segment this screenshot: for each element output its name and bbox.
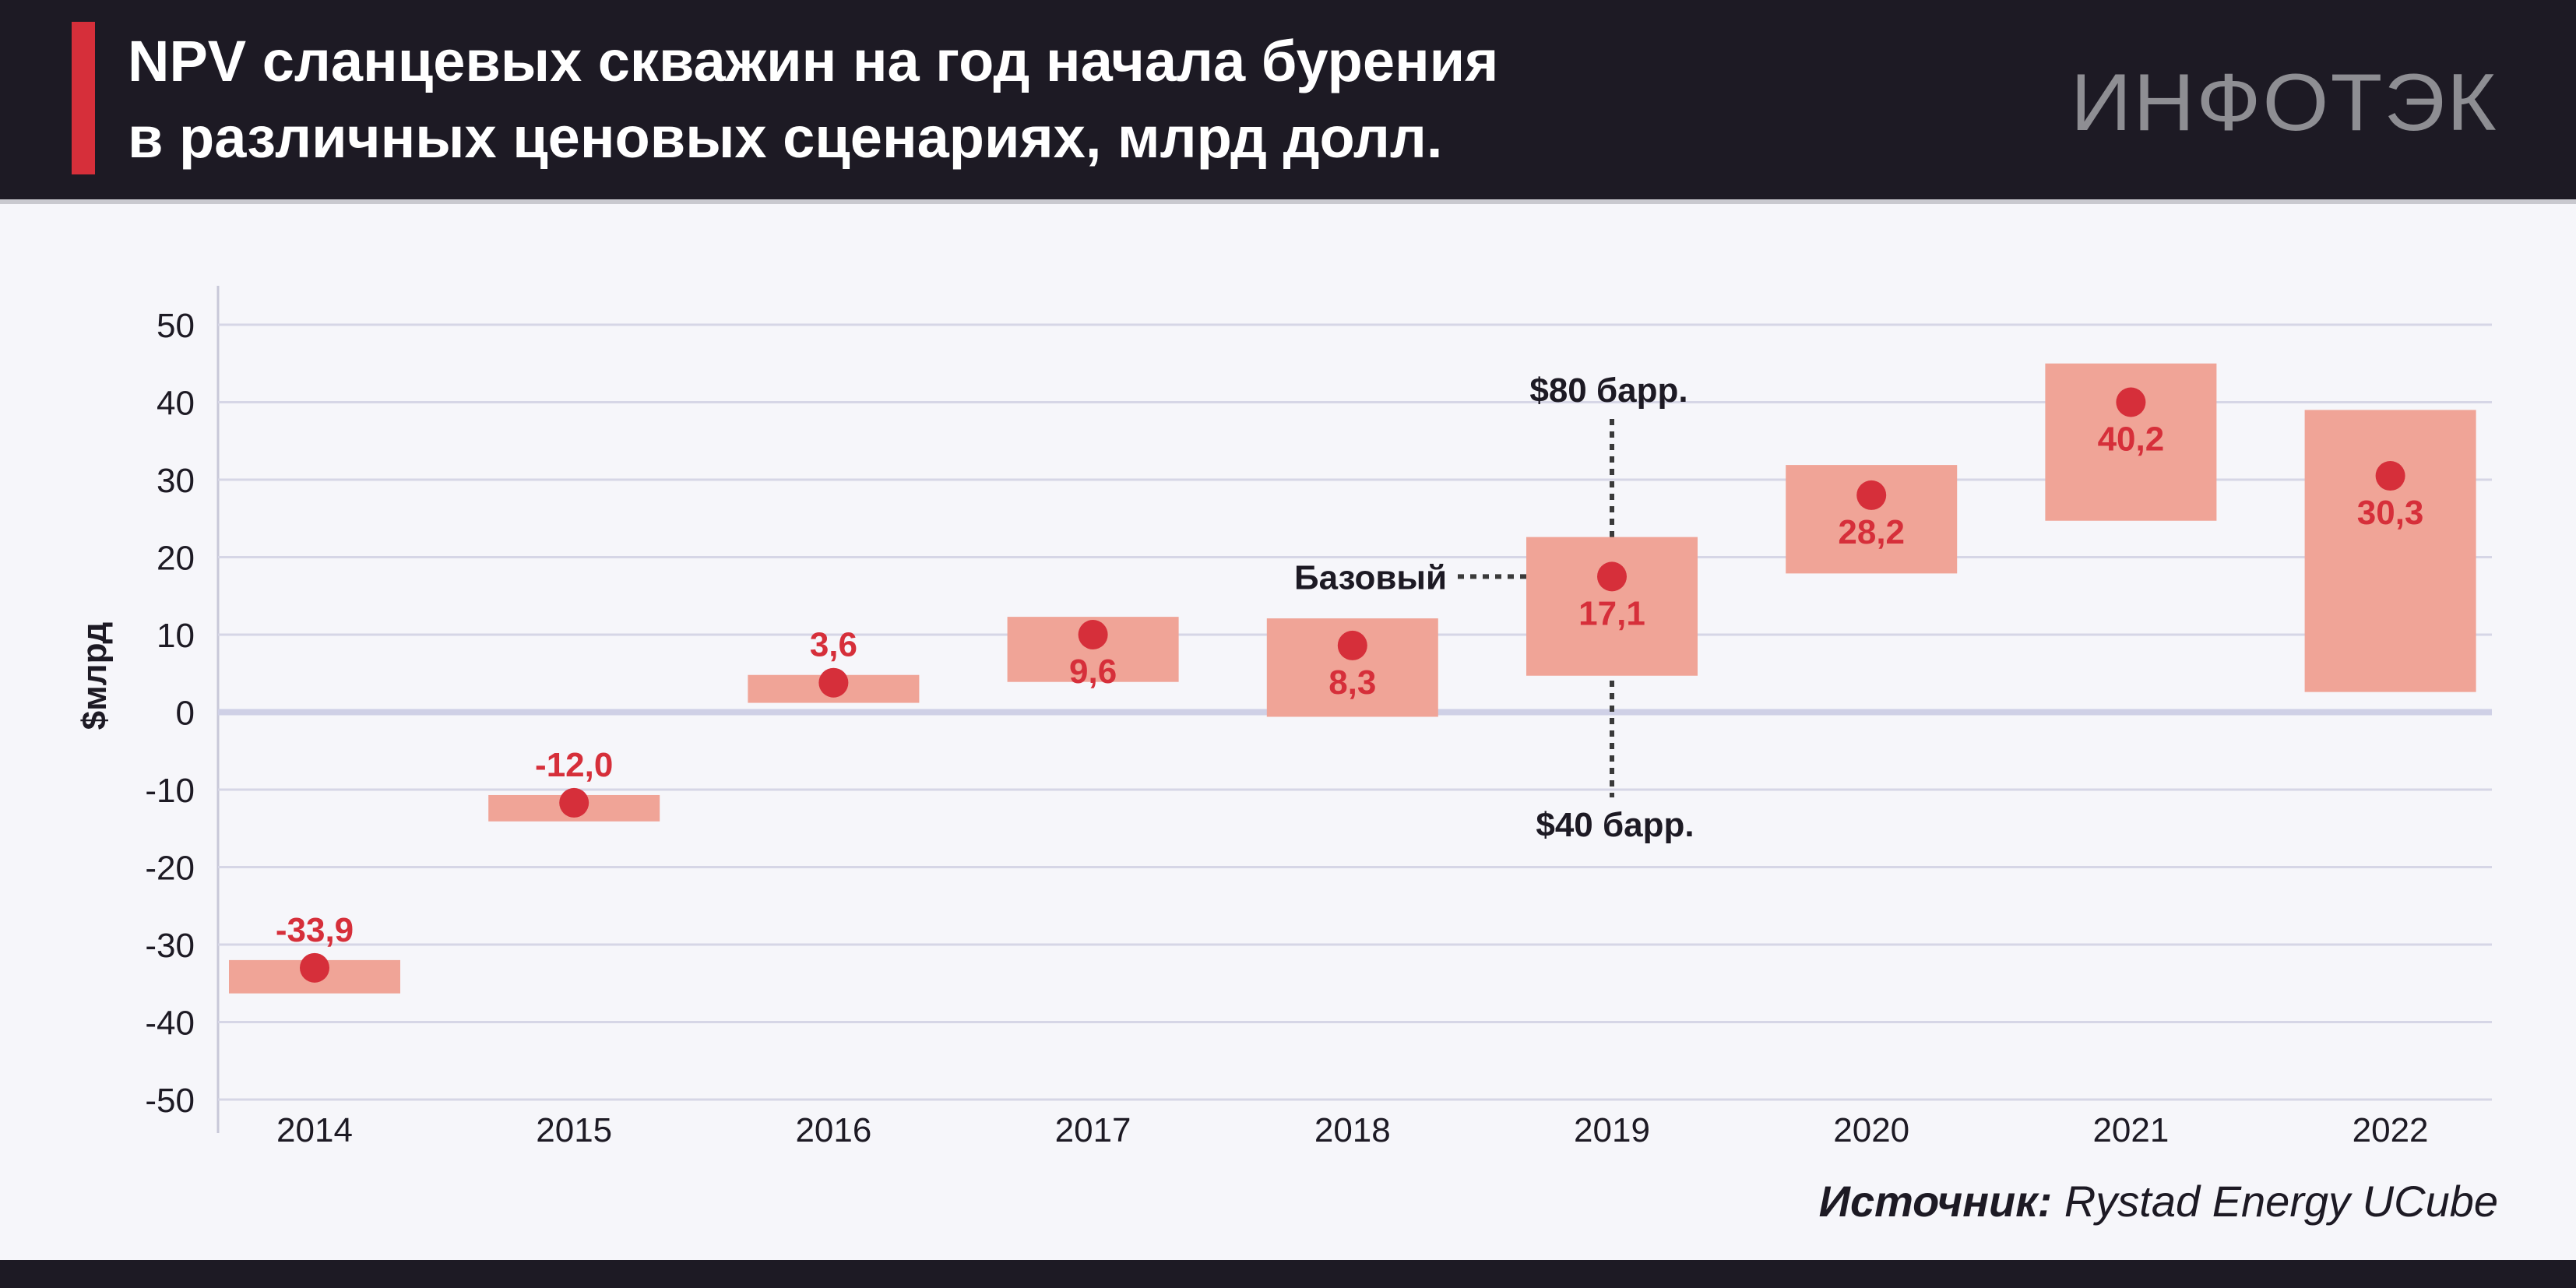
x-tick-label: 2021 xyxy=(2092,1111,2169,1149)
data-label: 28,2 xyxy=(1838,513,1905,551)
base-point xyxy=(2375,461,2405,491)
base-point xyxy=(818,667,849,698)
y-tick-label: 10 xyxy=(157,617,195,655)
y-tick-label: 0 xyxy=(176,695,195,733)
base-point xyxy=(1078,620,1108,649)
annotation-base-label: Базовый xyxy=(1294,558,1447,596)
x-tick-label: 2016 xyxy=(795,1111,871,1149)
data-label: 40,2 xyxy=(2098,421,2165,459)
base-point xyxy=(300,952,329,983)
y-tick-label: -10 xyxy=(145,772,195,810)
range-bar xyxy=(2304,410,2476,692)
data-label: 30,3 xyxy=(2357,494,2424,532)
data-label: 9,6 xyxy=(1069,653,1117,691)
y-tick-label: -50 xyxy=(145,1082,195,1120)
title-line-1: NPV сланцевых скважин на год начала буре… xyxy=(128,29,1499,93)
base-point xyxy=(559,787,589,818)
annotation-high-label: $80 барр. xyxy=(1529,371,1687,410)
base-point xyxy=(2116,387,2146,417)
brand-logo: ИНФОТЭК xyxy=(2071,58,2498,148)
data-label: 3,6 xyxy=(810,626,857,664)
data-label: 8,3 xyxy=(1328,663,1376,702)
y-tick-label: -40 xyxy=(145,1005,195,1043)
title-line-2: в различных ценовых сценариях, млрд долл… xyxy=(128,105,1443,170)
source-note: Источник: Rystad Energy UCube xyxy=(1819,1174,2498,1229)
y-tick-label: -30 xyxy=(145,927,195,965)
header-accent-bar xyxy=(72,22,95,174)
header: NPV сланцевых скважин на год начала буре… xyxy=(0,0,2576,199)
x-tick-label: 2022 xyxy=(2353,1111,2429,1149)
y-tick-label: 50 xyxy=(157,307,195,345)
y-tick-label: 30 xyxy=(157,462,195,500)
x-tick-label: 2015 xyxy=(536,1111,612,1149)
x-tick-label: 2018 xyxy=(1314,1111,1391,1149)
x-tick-label: 2019 xyxy=(1574,1111,1650,1149)
range-bar xyxy=(1526,537,1698,676)
header-divider xyxy=(0,199,2576,204)
x-tick-label: 2020 xyxy=(1833,1111,1909,1149)
y-tick-label: 20 xyxy=(157,540,195,578)
data-label: 17,1 xyxy=(1578,594,1645,632)
chart-title: NPV сланцевых скважин на год начала буре… xyxy=(128,23,1498,176)
y-tick-label: 40 xyxy=(157,385,195,423)
y-axis-title: $млрд xyxy=(76,622,114,730)
source-label: Источник: xyxy=(1818,1177,2053,1226)
base-point xyxy=(1597,561,1627,592)
base-point xyxy=(1337,630,1367,660)
x-tick-label: 2017 xyxy=(1055,1111,1131,1149)
source-text: Rystad Energy UCube xyxy=(2052,1177,2498,1226)
y-tick-label: -20 xyxy=(145,850,195,888)
annotation-low-label: $40 барр. xyxy=(1536,806,1694,844)
data-label: -12,0 xyxy=(535,746,613,784)
footer-bar xyxy=(0,1260,2576,1288)
data-label: -33,9 xyxy=(276,911,354,949)
base-point xyxy=(1856,480,1887,510)
x-tick-label: 2014 xyxy=(276,1111,353,1149)
